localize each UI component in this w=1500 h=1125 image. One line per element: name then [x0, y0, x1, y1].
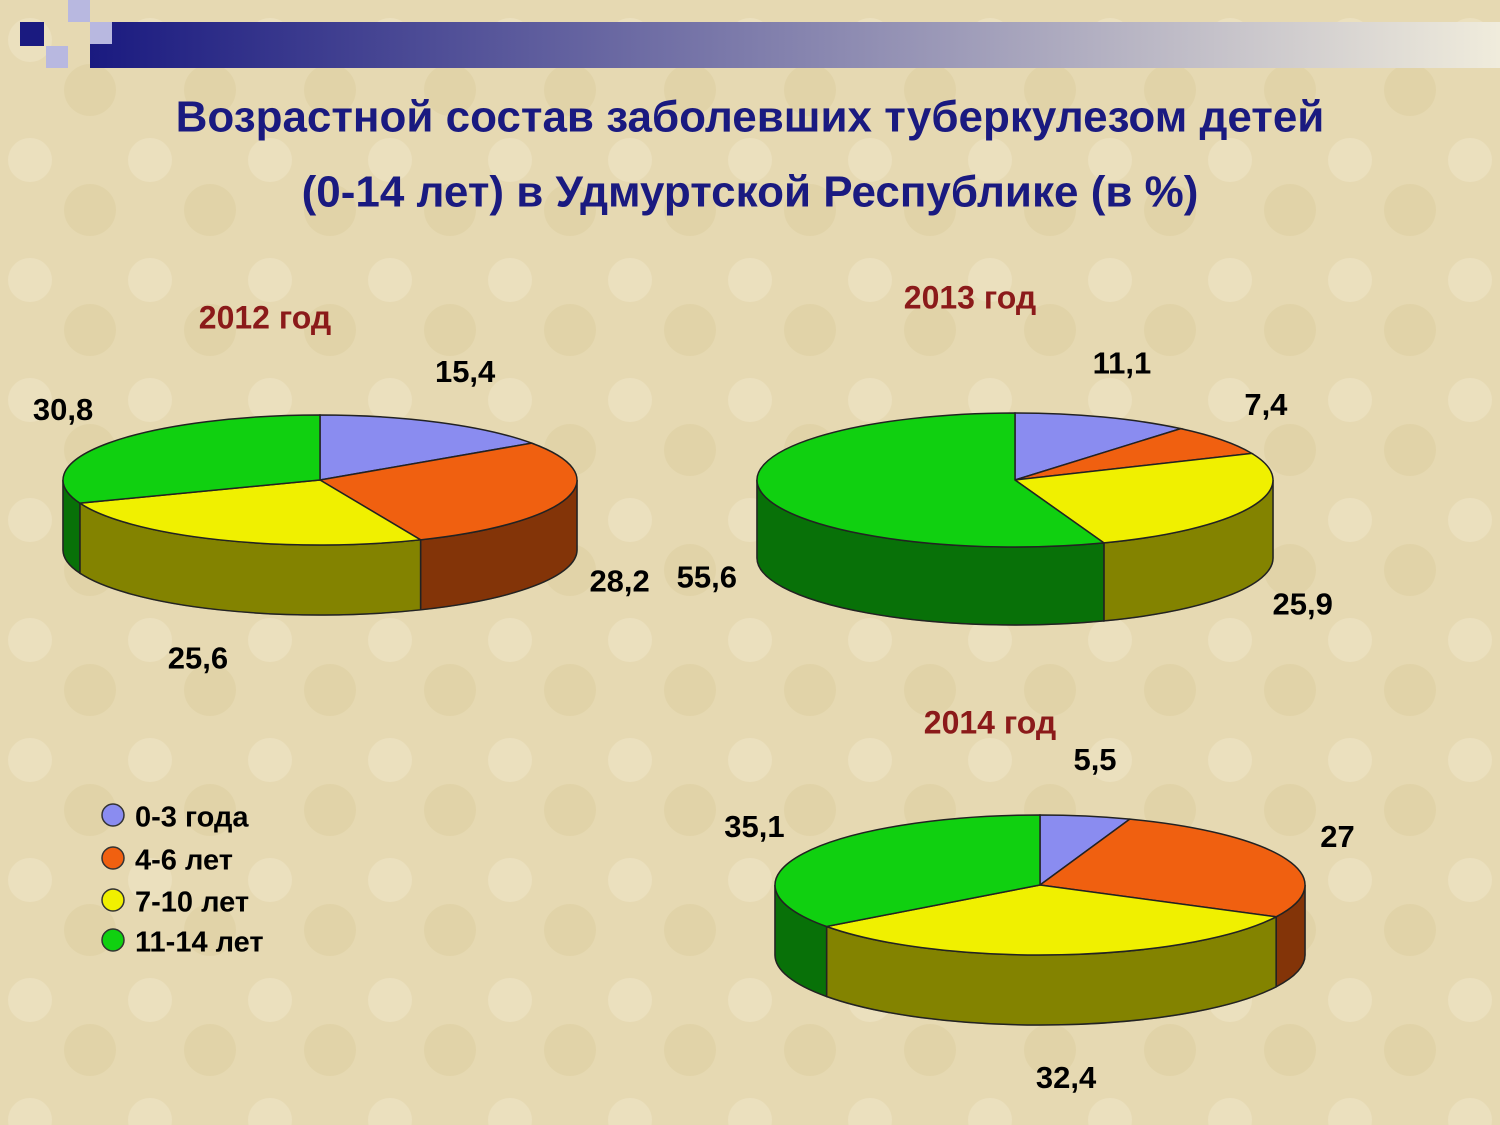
legend-swatch [101, 803, 125, 827]
legend-swatch [101, 928, 125, 952]
value-label: 28,2 [589, 564, 649, 599]
slice [1014, 412, 1184, 482]
chart-title: 2013 год [904, 279, 1036, 315]
slice [774, 814, 1041, 928]
deco-square [20, 22, 44, 46]
value-label: 32,4 [1036, 1060, 1097, 1095]
chart-title: 2012 год [199, 299, 331, 335]
value-label: 25,9 [1272, 586, 1332, 621]
value-label: 35,1 [724, 809, 784, 844]
legend-swatch [101, 888, 125, 912]
slide-title: (0-14 лет) в Удмуртской Республике (в %) [302, 168, 1199, 217]
legend-swatch [101, 846, 125, 870]
chart-title: 2014 год [924, 704, 1056, 740]
deco-square [46, 46, 68, 68]
value-label: 7,4 [1244, 387, 1288, 422]
header-bar [90, 22, 1500, 68]
legend-label: 0-3 года [135, 802, 249, 834]
slice [823, 884, 1279, 956]
value-label: 15,4 [435, 354, 496, 389]
value-label: 5,5 [1073, 742, 1116, 777]
value-label: 25,6 [168, 641, 228, 676]
slice [317, 442, 578, 541]
slice [77, 479, 423, 546]
value-label: 11,1 [1093, 346, 1152, 381]
slice [756, 412, 1107, 548]
value-label: 55,6 [677, 560, 737, 595]
legend-label: 4-6 лет [135, 845, 233, 877]
slice [1038, 818, 1306, 918]
value-label: 27 [1320, 819, 1354, 854]
slice [1012, 452, 1274, 544]
slide-title: Возрастной состав заболевших туберкулезо… [176, 93, 1325, 142]
value-label: 30,8 [33, 392, 93, 427]
deco-square [68, 0, 90, 22]
slice [62, 414, 321, 504]
deco-square [90, 22, 112, 44]
legend-label: 7-10 лет [135, 887, 249, 919]
slice [319, 414, 535, 481]
legend-label: 11-14 лет [135, 927, 264, 959]
